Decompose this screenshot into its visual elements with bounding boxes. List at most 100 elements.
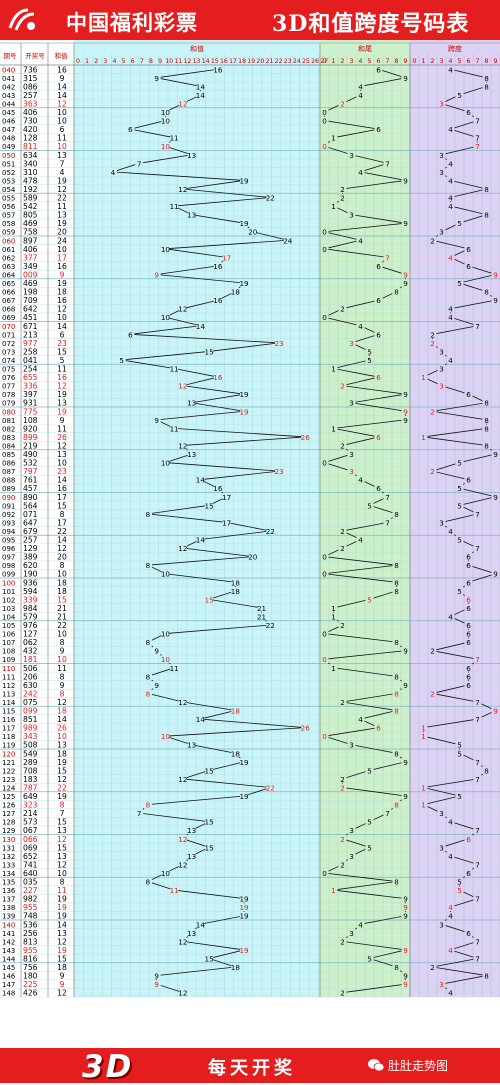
span-point: 6 <box>466 595 471 604</box>
span-point: 6 <box>466 621 471 630</box>
number-cell: 035 <box>23 878 38 887</box>
tail-point: 7 <box>385 493 390 502</box>
number-cell: 813 <box>23 937 38 946</box>
number-cell: 787 <box>23 783 38 792</box>
sum-point: 7 <box>137 159 142 168</box>
number-cell: 377 <box>23 253 38 262</box>
tail-point: 8 <box>394 672 399 681</box>
issue-cell: 086 <box>2 460 16 468</box>
sum-point: 24 <box>283 236 293 245</box>
sum-point: 13 <box>187 399 196 408</box>
tail-point: 5 <box>367 766 372 775</box>
number-cell: 192 <box>23 185 38 194</box>
tail-point: 5 <box>367 356 372 365</box>
sum-axis-tick: 24 <box>293 58 301 65</box>
sum-point: 13 <box>187 852 196 861</box>
tail-point: 8 <box>394 801 399 810</box>
number-cell: 811 <box>23 142 38 151</box>
sum-point: 12 <box>178 698 187 707</box>
span-point: 8 <box>484 441 489 450</box>
tail-point: 0 <box>322 108 327 117</box>
sum-cell: 6 <box>60 125 65 134</box>
number-cell: 289 <box>23 758 38 767</box>
tail-point: 4 <box>358 236 363 245</box>
sum-point: 23 <box>274 339 283 348</box>
span-point: 8 <box>484 185 489 194</box>
sum-point: 13 <box>187 450 196 459</box>
number-cell: 254 <box>23 365 38 374</box>
sum-cell: 10 <box>57 142 67 151</box>
sum-point: 7 <box>137 809 142 818</box>
number-cell: 478 <box>23 176 38 185</box>
span-point: 6 <box>466 390 471 399</box>
sum-cell: 5 <box>60 356 65 365</box>
issue-cell: 116 <box>2 716 16 724</box>
tail-point: 8 <box>394 510 399 519</box>
tail-point: 9 <box>403 758 408 767</box>
issue-cell: 095 <box>2 537 15 545</box>
number-cell: 506 <box>23 664 38 673</box>
span-point: 3 <box>439 168 444 177</box>
tail-point: 9 <box>403 647 408 656</box>
sum-axis-tick: 6 <box>131 58 135 65</box>
sum-point: 5 <box>119 356 124 365</box>
span-point: 8 <box>484 416 489 425</box>
sum-point: 4 <box>111 168 116 177</box>
issue-cell: 074 <box>2 357 16 365</box>
span-point: 8 <box>484 766 489 775</box>
number-cell: 242 <box>23 689 38 698</box>
tail-axis-tick: 9 <box>403 57 407 65</box>
number-cell: 397 <box>23 390 38 399</box>
span-point: 6 <box>466 561 471 570</box>
issue-cell: 114 <box>2 699 16 707</box>
issue-cell: 061 <box>2 246 15 254</box>
tail-point: 2 <box>340 185 345 194</box>
sum-cell: 14 <box>57 476 67 485</box>
number-cell: 805 <box>23 211 38 220</box>
sum-point: 8 <box>146 801 151 810</box>
issue-cell: 135 <box>2 879 15 887</box>
span-point: 7 <box>475 954 480 963</box>
tail-point: 6 <box>376 724 381 733</box>
sum-cell: 9 <box>60 270 65 279</box>
sum-axis-tick: 17 <box>229 58 237 65</box>
sum-cell: 15 <box>57 347 67 356</box>
issue-cell: 042 <box>2 83 15 91</box>
sum-axis-tick: 3 <box>103 58 107 65</box>
tail-point: 2 <box>340 305 345 314</box>
sum-axis-tick: 23 <box>284 58 292 65</box>
span-point: 9 <box>493 707 498 716</box>
number-cell: 349 <box>23 262 38 271</box>
number-cell: 340 <box>23 159 38 168</box>
sum-cell: 10 <box>57 108 67 117</box>
tail-axis-tick: 8 <box>394 57 398 65</box>
tail-point: 0 <box>322 630 327 639</box>
number-cell: 936 <box>23 578 38 587</box>
number-cell: 532 <box>23 459 38 468</box>
span-point: 4 <box>448 305 453 314</box>
tail-point: 9 <box>403 390 408 399</box>
sum-cell: 8 <box>60 561 65 570</box>
span-point: 6 <box>466 638 471 647</box>
tail-point: 0 <box>322 655 327 664</box>
tail-point: 9 <box>403 279 408 288</box>
span-axis-tick: 9 <box>493 57 497 65</box>
issue-cell: 124 <box>2 784 16 792</box>
sum-point: 18 <box>231 963 241 972</box>
sum-cell: 21 <box>57 612 67 621</box>
span-point: 7 <box>475 937 480 946</box>
span-point: 4 <box>448 912 453 921</box>
issue-cell: 059 <box>2 229 15 237</box>
issue-cell: 130 <box>2 836 15 844</box>
sum-cell: 16 <box>57 373 67 382</box>
sum-cell: 12 <box>57 305 67 314</box>
sum-cell: 16 <box>57 65 67 74</box>
issue-cell: 089 <box>2 485 15 493</box>
number-cell: 009 <box>23 270 38 279</box>
span-point: 5 <box>457 91 462 100</box>
sum-point: 9 <box>154 980 159 989</box>
tail-point: 7 <box>385 518 390 527</box>
number-cell: 579 <box>23 612 38 621</box>
sum-cell: 12 <box>57 989 67 998</box>
